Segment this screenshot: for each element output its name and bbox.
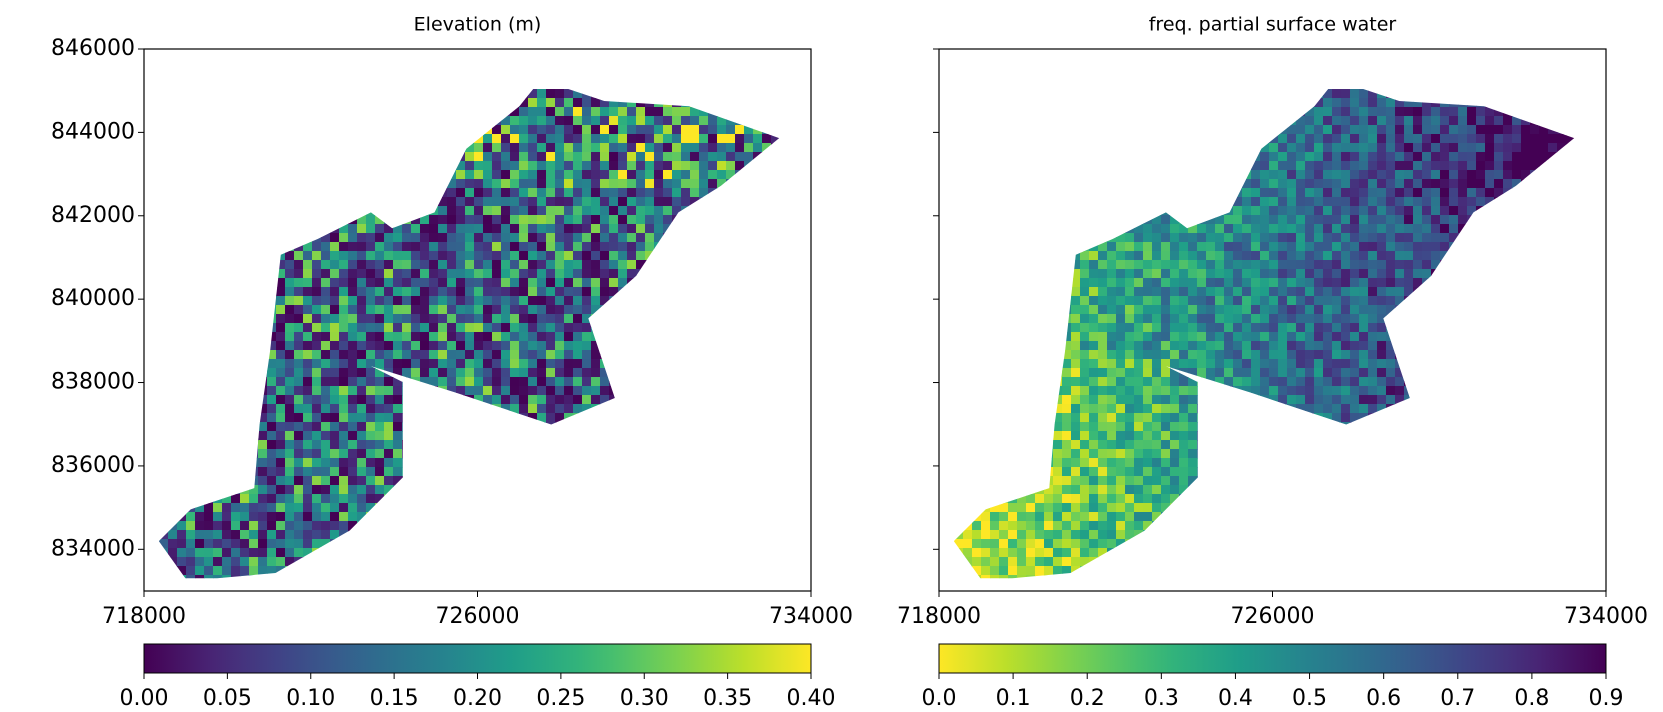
y-tick-label: 834000 [51, 536, 135, 561]
colorbar-tick-label: 0.15 [370, 686, 419, 711]
colorbar-tick-label: 0.35 [703, 686, 752, 711]
raster [954, 89, 1576, 594]
colorbar-tick-label: 0.9 [1589, 686, 1624, 711]
panel-title: Elevation (m) [414, 14, 542, 36]
x-tick-label: 718000 [102, 604, 186, 629]
colorbar-tick-label: 0.7 [1440, 686, 1475, 711]
colorbar-tick-label: 0.00 [120, 686, 169, 711]
colorbar-tick-label: 0.30 [620, 686, 669, 711]
x-tick-label: 734000 [769, 604, 853, 629]
x-tick-label: 726000 [1231, 604, 1315, 629]
colorbar [144, 644, 811, 673]
colorbar-tick-label: 0.8 [1514, 686, 1549, 711]
colorbar-tick-label: 0.1 [996, 686, 1031, 711]
colorbar-tick-label: 0.25 [536, 686, 585, 711]
colorbar-tick-label: 0.6 [1366, 686, 1401, 711]
y-tick-label: 844000 [51, 119, 135, 144]
colorbar-tick-label: 0.0 [922, 686, 957, 711]
y-tick-label: 842000 [51, 203, 135, 228]
x-tick-label: 734000 [1564, 604, 1648, 629]
colorbar-tick-label: 0.5 [1292, 686, 1327, 711]
y-tick-label: 840000 [51, 286, 135, 311]
y-tick-label: 838000 [51, 370, 135, 395]
colorbar-tick-label: 0.3 [1144, 686, 1179, 711]
colorbar-tick-label: 0.05 [203, 686, 252, 711]
colorbar-tick-label: 0.40 [787, 686, 836, 711]
x-tick-label: 726000 [436, 604, 520, 629]
y-tick-label: 836000 [51, 453, 135, 478]
colorbar-tick-label: 0.10 [286, 686, 335, 711]
x-tick-label: 718000 [897, 604, 981, 629]
y-tick-label: 846000 [51, 36, 135, 61]
raster [159, 89, 781, 594]
panel-title: freq. partial surface water [1149, 14, 1397, 36]
colorbar-tick-label: 0.4 [1218, 686, 1253, 711]
colorbar-tick-label: 0.20 [453, 686, 502, 711]
colorbar-tick-label: 0.2 [1070, 686, 1105, 711]
colorbar [939, 644, 1606, 673]
